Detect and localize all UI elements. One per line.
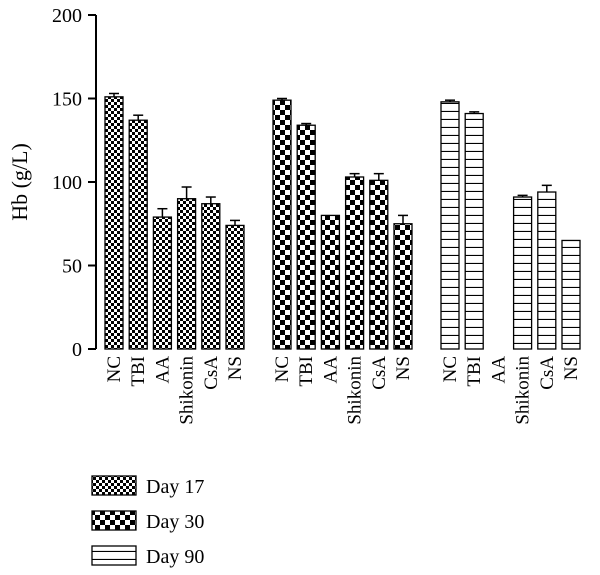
legend-label: Day 30 — [146, 511, 204, 533]
bar-day-30-nc — [272, 99, 292, 350]
category-label: NC — [440, 356, 461, 382]
category-label: TBI — [464, 356, 485, 387]
category-label: NS — [561, 356, 582, 380]
category-label: NC — [104, 356, 125, 382]
category-label: Shikonin — [177, 356, 198, 425]
legend-label: Day 17 — [146, 476, 204, 498]
category-label: CsA — [201, 356, 222, 390]
category-label: TBI — [128, 356, 149, 387]
y-tick-label: 100 — [52, 172, 82, 194]
y-tick-label: 200 — [52, 5, 82, 27]
category-label: NC — [272, 356, 293, 382]
bar-day-30-ns — [393, 223, 413, 350]
category-labels: NC TBI AA Shikonin CsA NS NC TBI AA Shikonin CsA NS… — [104, 356, 582, 425]
bars — [104, 92, 581, 350]
category-label: AA — [488, 356, 509, 384]
y-tick-label: 0 — [72, 339, 82, 361]
category-label: TBI — [296, 356, 317, 387]
bar-day-30-shikonin — [344, 176, 365, 350]
bar-day-17-tbi — [128, 119, 148, 350]
category-label: NS — [393, 356, 414, 380]
category-label: CsA — [537, 356, 558, 390]
category-label: Shikonin — [513, 356, 534, 425]
bar-day-17-nc — [104, 96, 124, 350]
bar-day-90-ns — [561, 239, 581, 350]
y-tick-label: 50 — [62, 256, 82, 278]
legend-swatch — [91, 545, 137, 566]
category-label: CsA — [369, 356, 390, 390]
bar-day-90-nc — [440, 101, 460, 350]
y-axis: 0 50 100 150 200 — [52, 5, 97, 361]
bar-day-90-shikonin — [512, 196, 533, 350]
bar-day-90-csa — [537, 191, 557, 350]
category-label: AA — [152, 356, 173, 384]
bar-day-90-tbi — [464, 112, 484, 350]
bar-day-17-aa — [152, 216, 173, 350]
bar-day-17-shikonin — [176, 198, 197, 350]
legend: Day 17 Day 30 Day 90 — [91, 475, 204, 568]
y-axis-title: Hb (g/L) — [7, 143, 32, 221]
bar-day-17-csa — [201, 203, 221, 350]
category-label: AA — [320, 356, 341, 384]
bar-day-30-aa — [320, 214, 341, 350]
legend-swatch — [91, 475, 137, 496]
category-label: Shikonin — [345, 356, 366, 425]
bar-day-30-tbi — [296, 124, 316, 350]
bar-day-17-ns — [225, 224, 245, 350]
y-tick-label: 150 — [52, 89, 82, 111]
bar-day-30-csa — [369, 179, 389, 350]
category-label: NS — [225, 356, 246, 380]
legend-swatch — [91, 510, 137, 531]
legend-label: Day 90 — [146, 546, 204, 568]
